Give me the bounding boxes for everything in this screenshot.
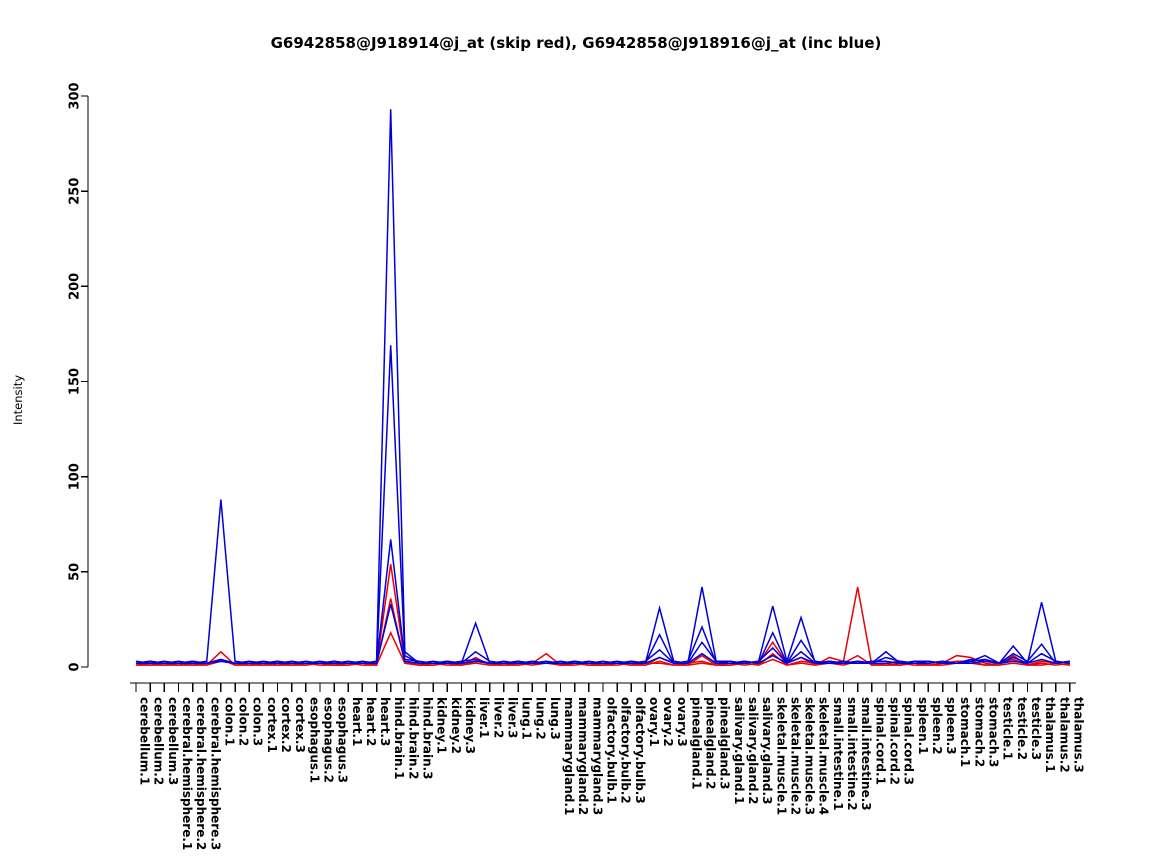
x-tick-label: small.intestine.1 bbox=[831, 697, 845, 811]
x-tick-label: mammarygland.1 bbox=[562, 697, 576, 815]
x-tick-label: small.intestine.3 bbox=[859, 697, 873, 811]
y-tick-label: 0 bbox=[68, 662, 83, 671]
y-tick-label: 250 bbox=[68, 178, 83, 205]
x-tick-label: spleen.3 bbox=[944, 697, 958, 755]
x-tick-label: mammarygland.3 bbox=[590, 697, 604, 815]
x-tick-label: salivary.gland.3 bbox=[760, 697, 774, 804]
x-tick-label: testicle.3 bbox=[1029, 697, 1043, 760]
x-tick-label: colon.3 bbox=[251, 697, 265, 746]
y-tick-label: 300 bbox=[68, 82, 83, 109]
x-tick-label: spinal.cord.1 bbox=[873, 697, 887, 785]
x-tick-label: salivary.gland.1 bbox=[732, 697, 746, 804]
x-tick-label: kidney.3 bbox=[463, 697, 477, 754]
x-tick-label: thalamus.1 bbox=[1043, 697, 1057, 773]
x-tick-label: cerebellum.2 bbox=[152, 697, 166, 785]
x-tick-label: spinal.cord.2 bbox=[887, 697, 901, 785]
x-tick-label: liver.2 bbox=[491, 697, 505, 738]
x-tick-label: cerebral.hemisphere.1 bbox=[180, 697, 194, 850]
x-tick-label: skeletal.muscle.1 bbox=[774, 697, 788, 815]
x-tick-label: spleen.1 bbox=[916, 697, 930, 755]
x-tick-label: salivary.gland.2 bbox=[746, 697, 760, 804]
x-tick-label: testicle.1 bbox=[1001, 697, 1015, 760]
x-tick-label: liver.1 bbox=[477, 697, 491, 738]
x-tick-label: skeletal.muscle.2 bbox=[788, 697, 802, 815]
y-tick-label: 100 bbox=[68, 463, 83, 490]
x-tick-label: spinal.cord.3 bbox=[902, 697, 916, 785]
x-tick-label: cortex.2 bbox=[279, 697, 293, 753]
x-tick-label: thalamus.3 bbox=[1071, 697, 1085, 773]
x-tick-label: pinealgland.2 bbox=[704, 697, 718, 789]
x-tick-label: cerebral.hemisphere.2 bbox=[194, 697, 208, 850]
y-axis-title: Intensity bbox=[11, 375, 25, 425]
x-axis-labels: cerebellum.1 cerebellum.2 cerebellum.3 cere… bbox=[138, 697, 1086, 850]
x-tick-label: cortex.1 bbox=[265, 697, 279, 753]
x-tick-label: pinealgland.1 bbox=[689, 697, 703, 789]
x-tick-label: heart.3 bbox=[378, 697, 392, 746]
x-tick-label: cortex.3 bbox=[293, 697, 307, 753]
x-tick-label: kidney.2 bbox=[449, 697, 463, 754]
x-tick-label: cerebral.hemisphere.3 bbox=[208, 697, 222, 850]
x-tick-label: lung.2 bbox=[534, 697, 548, 740]
series-lines bbox=[135, 109, 1071, 666]
x-tick-label: olfactory.bulb.2 bbox=[619, 697, 633, 804]
x-axis bbox=[130, 682, 1076, 692]
x-tick-label: lung.1 bbox=[520, 697, 534, 740]
chart-title: G6942858@J918914@j_at (skip red), G69428… bbox=[271, 34, 882, 52]
x-tick-label: heart.1 bbox=[350, 697, 364, 746]
x-tick-label: colon.1 bbox=[222, 697, 236, 746]
x-tick-label: spleen.2 bbox=[930, 697, 944, 755]
x-tick-label: esophagus.3 bbox=[336, 697, 350, 783]
x-tick-label: skeletal.muscle.3 bbox=[803, 697, 817, 815]
series-polyline bbox=[135, 604, 1070, 665]
x-tick-label: pinealgland.3 bbox=[718, 697, 732, 789]
y-tick-label: 200 bbox=[68, 273, 83, 300]
x-tick-label: stomach.2 bbox=[972, 697, 986, 767]
x-tick-label: thalamus.2 bbox=[1057, 697, 1071, 773]
x-tick-label: heart.2 bbox=[364, 697, 378, 746]
x-tick-label: hind.brain.2 bbox=[406, 697, 420, 780]
x-tick-label: stomach.3 bbox=[987, 697, 1001, 767]
x-tick-label: cerebellum.3 bbox=[166, 697, 180, 785]
x-tick-label: hind.brain.1 bbox=[392, 697, 406, 780]
y-axis: 0 50 100 150 200 250 300 bbox=[68, 82, 89, 672]
x-tick-label: testicle.2 bbox=[1015, 697, 1029, 760]
x-tick-label: cerebellum.1 bbox=[138, 697, 152, 785]
x-tick-label: esophagus.1 bbox=[307, 697, 321, 783]
x-tick-label: ovary.3 bbox=[675, 697, 689, 747]
x-tick-label: ovary.2 bbox=[661, 697, 675, 747]
y-tick-label: 150 bbox=[68, 368, 83, 395]
x-tick-label: stomach.1 bbox=[958, 697, 972, 767]
y-tick-label: 50 bbox=[68, 563, 83, 581]
x-tick-label: hind.brain.3 bbox=[421, 697, 435, 780]
x-tick-label: skeletal.muscle.4 bbox=[817, 697, 831, 815]
x-tick-label: lung.3 bbox=[548, 697, 562, 740]
x-tick-label: liver.3 bbox=[505, 697, 519, 738]
x-tick-label: olfactory.bulb.3 bbox=[633, 697, 647, 804]
x-tick-label: mammarygland.2 bbox=[576, 697, 590, 815]
x-tick-label: olfactory.bulb.1 bbox=[604, 697, 618, 804]
x-tick-label: colon.2 bbox=[237, 697, 251, 746]
x-tick-label: ovary.1 bbox=[647, 697, 661, 747]
x-tick-label: esophagus.2 bbox=[321, 697, 335, 783]
x-tick-label: kidney.1 bbox=[435, 697, 449, 754]
x-tick-label: small.intestine.2 bbox=[845, 697, 859, 811]
